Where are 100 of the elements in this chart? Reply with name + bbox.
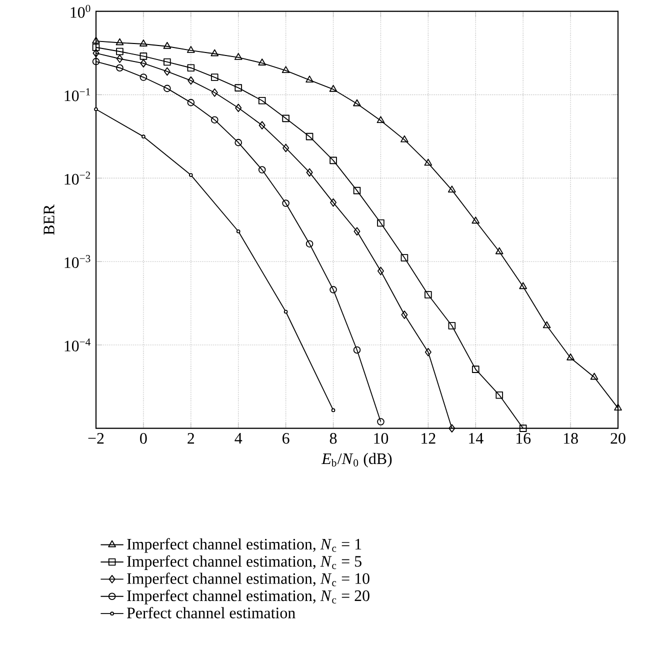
point <box>495 247 504 254</box>
y-tick-label: 10$^{−1}$ <box>64 88 90 102</box>
point <box>236 229 240 234</box>
legend-label: Imperfect channel estimation, N$_{c}$ = 20 <box>127 590 370 604</box>
point <box>331 408 336 412</box>
point <box>140 40 148 46</box>
point <box>282 144 290 152</box>
point <box>282 200 290 207</box>
x-tick-label: 6 <box>282 433 290 444</box>
point <box>258 121 266 130</box>
point <box>614 404 622 411</box>
point <box>258 96 266 104</box>
point <box>187 64 195 72</box>
point <box>234 52 242 60</box>
point <box>519 424 527 432</box>
y-tick-label: 10$^{0}$ <box>70 4 90 18</box>
point <box>140 74 148 81</box>
x-tick-label: 4 <box>234 433 242 444</box>
point <box>211 88 218 97</box>
point <box>116 54 123 63</box>
point <box>542 321 551 328</box>
point <box>590 372 598 380</box>
x-tick-label: 14 <box>469 433 484 444</box>
y-tick-label: 10$^{−4}$ <box>64 338 90 352</box>
point <box>164 84 171 92</box>
y-axis-title: BER <box>44 204 54 235</box>
point <box>448 424 456 433</box>
point <box>424 158 432 166</box>
point <box>472 216 480 224</box>
point <box>472 366 480 373</box>
point <box>92 58 100 66</box>
point <box>306 168 313 177</box>
point <box>164 58 171 66</box>
point <box>400 254 408 262</box>
point <box>210 116 218 124</box>
point <box>163 42 172 49</box>
point <box>284 310 288 314</box>
legend-label: Imperfect channel estimation, N$_{c}$ = 1 <box>127 538 362 553</box>
x-tick-label: 10 <box>374 433 388 444</box>
point <box>116 48 124 56</box>
point <box>140 59 147 68</box>
point <box>353 99 361 106</box>
point <box>353 346 361 354</box>
point <box>330 286 337 294</box>
y-tick-label: 10$^{−3}$ <box>64 255 90 268</box>
legend-label: Perfect channel estimation <box>126 606 296 618</box>
point <box>210 49 219 56</box>
point <box>377 266 384 276</box>
point <box>142 134 146 139</box>
point <box>258 58 266 66</box>
point <box>377 418 384 426</box>
point <box>306 76 314 83</box>
point <box>496 392 504 399</box>
point <box>234 138 242 146</box>
point <box>116 38 124 46</box>
point <box>210 74 218 81</box>
point <box>116 64 124 72</box>
point <box>400 135 408 142</box>
x-tick-label: 12 <box>422 433 436 444</box>
point <box>140 52 148 60</box>
point <box>519 282 528 290</box>
x-tick-label: 18 <box>564 433 578 444</box>
x-tick-label: −2 <box>88 433 104 444</box>
point <box>164 67 170 76</box>
point <box>92 36 100 44</box>
point <box>187 98 195 106</box>
point <box>353 186 361 194</box>
point <box>424 348 432 356</box>
legend-label: Imperfect channel estimation, N$_{c}$ = 10 <box>127 572 370 588</box>
point <box>401 310 408 319</box>
x-tick-label: 16 <box>516 433 531 444</box>
point <box>188 76 194 85</box>
point <box>188 173 193 177</box>
x-axis-title: E$_{b}$/N$_{0}$ (dB) <box>321 452 392 468</box>
x-tick-label: 20 <box>610 433 626 444</box>
point <box>566 353 574 360</box>
point <box>329 84 338 92</box>
point <box>354 227 360 236</box>
point <box>92 44 100 52</box>
point <box>376 116 385 124</box>
point <box>448 186 456 192</box>
y-tick-label: 10$^{−2}$ <box>64 172 90 185</box>
point <box>330 198 337 207</box>
x-tick-label: 2 <box>188 433 194 444</box>
point <box>377 219 384 227</box>
point <box>282 114 290 122</box>
point <box>448 322 456 330</box>
point <box>186 46 195 53</box>
x-tick-label: 8 <box>330 433 337 444</box>
point <box>235 104 242 112</box>
point <box>94 107 98 112</box>
legend-label: Imperfect channel estimation, N$_{c}$ = 5 <box>127 555 362 570</box>
point <box>282 66 290 74</box>
point <box>258 166 266 174</box>
point <box>330 156 337 164</box>
point <box>306 240 314 248</box>
point <box>424 291 432 298</box>
x-tick-label: 0 <box>140 433 147 444</box>
point <box>234 84 242 92</box>
point <box>306 132 314 140</box>
